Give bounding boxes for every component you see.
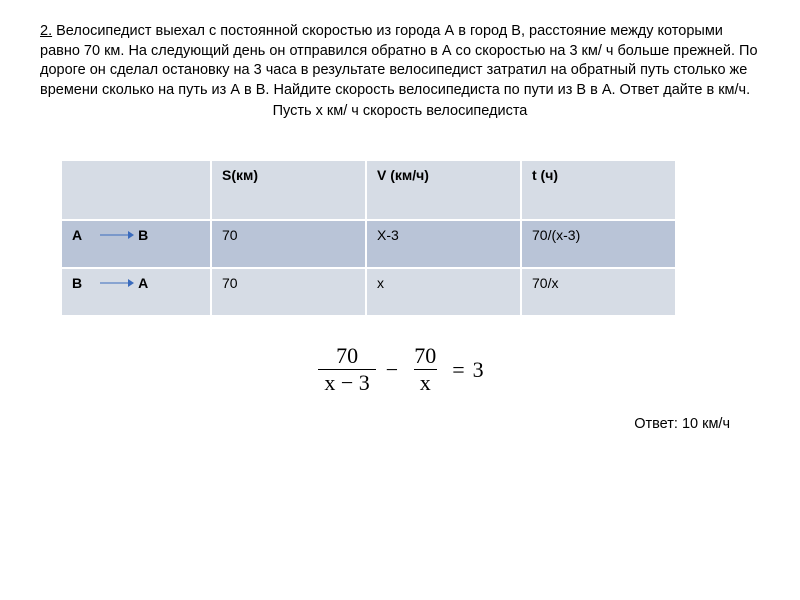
table-header-row: S(км) V (км/ч) t (ч) [61,160,676,220]
cell-route: В А [61,268,211,316]
data-table: S(км) V (км/ч) t (ч) А В 70 Х-3 70/(х-3) [60,159,677,317]
cell-t: 70/(х-3) [521,220,676,268]
rhs: 3 [473,357,484,383]
problem-number: 2. [40,23,52,39]
minus-op: − [386,357,398,383]
fraction-1: 70 x − 3 [318,345,375,394]
frac2-num: 70 [408,345,442,369]
col-t: t (ч) [521,160,676,220]
cell-s: 70 [211,220,366,268]
problem-text: 2. Велосипедист выехал с постоянной скор… [40,22,760,100]
problem-body: Велосипедист выехал с постоянной скорост… [40,23,758,98]
cell-t: 70/х [521,268,676,316]
route-from: А [72,227,82,243]
cell-v: Х-3 [366,220,521,268]
col-v: V (км/ч) [366,160,521,220]
route-to: А [138,275,148,291]
arrow-right-icon [100,278,134,288]
equation: 70 x − 3 − 70 x = 3 [40,345,760,394]
cell-v: х [366,268,521,316]
route-to: В [138,227,148,243]
frac2-den: x [414,369,437,394]
route-from: В [72,275,82,291]
table-row: А В 70 Х-3 70/(х-3) [61,220,676,268]
table-row: В А 70 х 70/х [61,268,676,316]
equals-op: = [452,357,464,383]
arrow-right-icon [100,230,134,240]
frac1-num: 70 [330,345,364,369]
fraction-2: 70 x [408,345,442,394]
frac1-den: x − 3 [318,369,375,394]
cell-route: А В [61,220,211,268]
cell-s: 70 [211,268,366,316]
col-s: S(км) [211,160,366,220]
answer-text: Ответ: 10 км/ч [40,416,760,432]
col-route [61,160,211,220]
problem-hint: Пусть х км/ ч скорость велосипедиста [40,103,760,119]
